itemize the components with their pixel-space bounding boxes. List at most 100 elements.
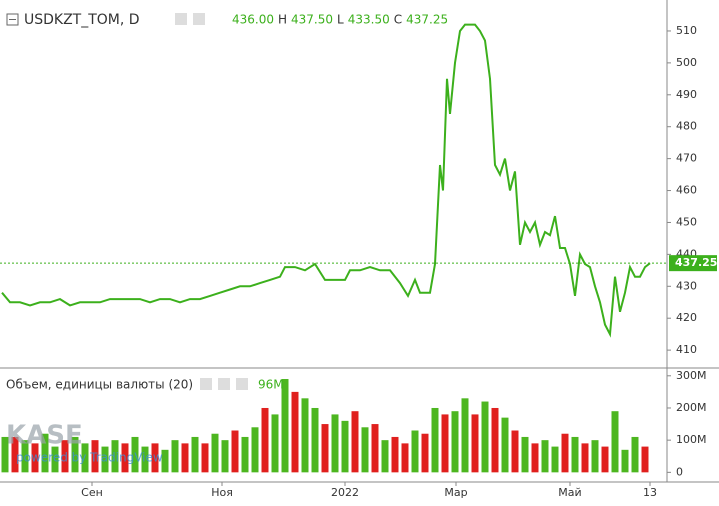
volume-bar <box>341 420 349 473</box>
volume-bar <box>331 414 339 473</box>
volume-bar <box>241 436 249 473</box>
volume-bar <box>61 440 69 473</box>
volume-bar <box>271 414 279 473</box>
volume-bar <box>591 440 599 473</box>
volume-bar <box>481 401 489 473</box>
volume-bar <box>11 436 19 473</box>
y-tick-label: 200M <box>676 401 707 414</box>
settings-icon[interactable] <box>218 378 230 390</box>
ohlc-letter: H <box>278 13 287 27</box>
watermark-credit: powered by TradingView <box>16 451 163 465</box>
volume-bar <box>121 443 129 473</box>
volume-bar <box>81 443 89 473</box>
volume-bar <box>361 427 369 473</box>
volume-bar <box>51 446 59 473</box>
y-tick-label: 480 <box>676 120 697 133</box>
last-price-label: 437.25 <box>675 256 717 269</box>
volume-bar <box>161 449 169 473</box>
last-price-badge <box>669 255 717 272</box>
volume-bar <box>141 446 149 473</box>
volume-bar <box>561 433 569 473</box>
volume-bar <box>71 436 79 473</box>
volume-bar <box>451 411 459 473</box>
volume-bar <box>351 411 359 473</box>
x-tick-label: 2022 <box>331 486 359 499</box>
ohlc-letter: L <box>337 13 344 27</box>
volume-bar <box>471 414 479 473</box>
volume-bar <box>311 407 319 473</box>
y-tick-label: 100M <box>676 433 707 446</box>
y-tick-label: 460 <box>676 184 697 197</box>
volume-bar <box>91 440 99 473</box>
volume-bar <box>31 443 39 473</box>
volume-bar <box>151 443 159 473</box>
volume-last-label: 96M <box>258 378 284 392</box>
volume-bar <box>251 427 259 473</box>
volume-bar <box>461 398 469 473</box>
watermark-logo: KASE <box>6 421 83 451</box>
volume-bar <box>631 436 639 473</box>
x-tick-label: Сен <box>81 486 103 499</box>
ohlc-value: 436.00 <box>232 13 274 27</box>
volume-bar <box>501 417 509 473</box>
settings-icon[interactable] <box>193 13 205 25</box>
volume-bar <box>41 433 49 473</box>
x-tick-label: Май <box>558 486 581 499</box>
volume-bar <box>511 430 519 473</box>
volume-bar <box>611 411 619 473</box>
volume-bar <box>301 398 309 473</box>
volume-bar <box>111 440 119 473</box>
volume-bar <box>491 407 499 473</box>
x-tick-label: Мар <box>444 486 467 499</box>
volume-bar <box>431 407 439 473</box>
volume-bar <box>641 446 649 473</box>
volume-bar <box>261 407 269 473</box>
price-line <box>1 23 651 338</box>
volume-bar <box>321 424 329 473</box>
volume-title: Объем, единицы валюты (20) <box>6 378 193 392</box>
volume-bar <box>291 391 299 473</box>
y-tick-label: 410 <box>676 343 697 356</box>
volume-bar <box>601 446 609 473</box>
ohlc-value: 437.50 <box>291 13 333 27</box>
ohlc-letter: C <box>394 13 402 27</box>
y-tick-label: 0 <box>676 465 683 478</box>
volume-bar <box>551 446 559 473</box>
y-tick-label: 300M <box>676 369 707 382</box>
x-tick-label: Ноя <box>211 486 233 499</box>
volume-bar <box>21 440 29 473</box>
volume-bar <box>131 436 139 473</box>
symbol-title: USDKZT_TOM, D <box>24 12 140 28</box>
volume-bar <box>101 446 109 473</box>
settings-icon[interactable] <box>236 378 248 390</box>
volume-bar <box>1 436 9 473</box>
volume-bar <box>531 443 539 473</box>
y-tick-label: 430 <box>676 279 697 292</box>
collapse-icon[interactable] <box>6 13 19 26</box>
volume-bar <box>211 433 219 473</box>
settings-icon[interactable] <box>175 13 187 25</box>
volume-bar <box>221 440 229 473</box>
y-tick-label: 470 <box>676 152 697 165</box>
y-tick-label: 420 <box>676 311 697 324</box>
volume-bar <box>371 424 379 473</box>
volume-bar <box>571 436 579 473</box>
volume-bar <box>201 443 209 473</box>
volume-bar <box>581 443 589 473</box>
volume-bar <box>401 443 409 473</box>
volume-bar <box>621 449 629 473</box>
y-tick-label: 450 <box>676 215 697 228</box>
settings-icon[interactable] <box>200 378 212 390</box>
y-tick-label: 510 <box>676 24 697 37</box>
volume-bar <box>521 436 529 473</box>
volume-bar <box>181 443 189 473</box>
volume-bar <box>391 436 399 473</box>
x-tick-label: 13 <box>643 486 657 499</box>
ohlc-value: 437.25 <box>406 13 448 27</box>
volume-bar <box>411 430 419 473</box>
volume-bar <box>281 379 289 473</box>
volume-bar <box>441 414 449 473</box>
y-tick-label: 500 <box>676 56 697 69</box>
